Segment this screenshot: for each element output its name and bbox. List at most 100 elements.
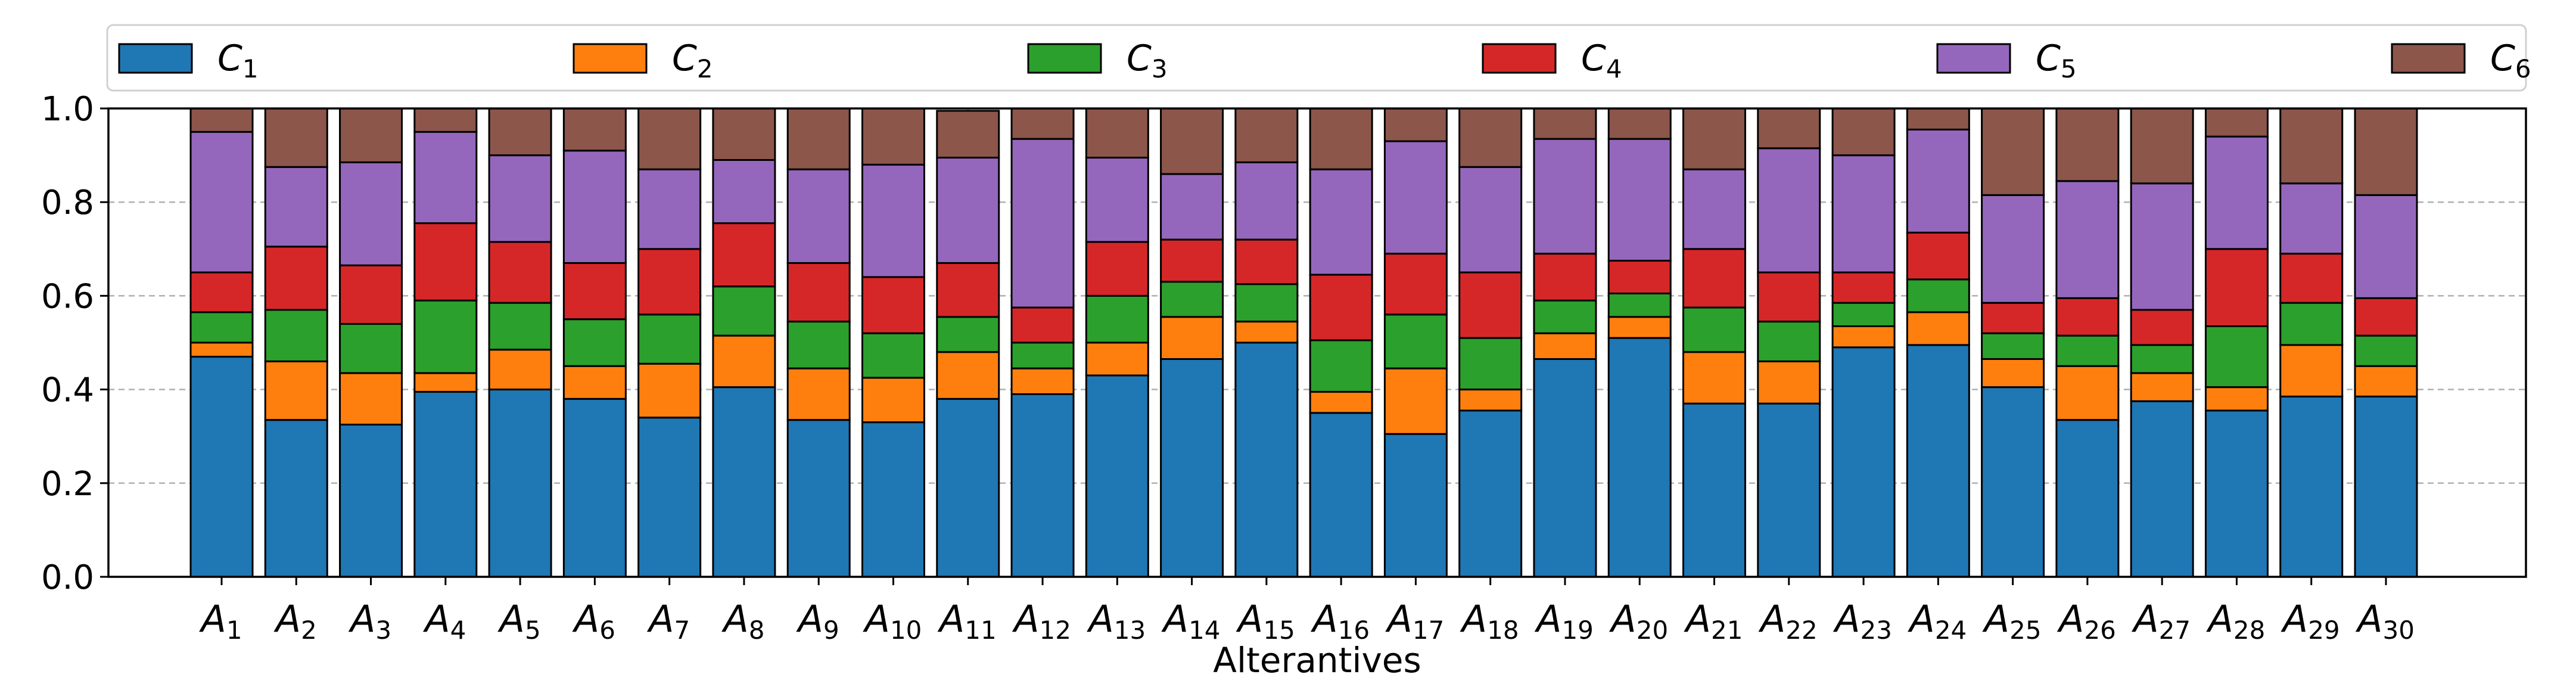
- bar-segment: [2055, 107, 2120, 182]
- bar-segment: [1906, 231, 1970, 281]
- bar-segment: [2204, 107, 2269, 138]
- legend-swatch: [2391, 43, 2466, 74]
- legend-label: C1: [217, 38, 259, 83]
- bar-segment: [2055, 365, 2120, 421]
- x-tick-label: A23: [1833, 597, 1892, 645]
- x-tick-label: A8: [721, 597, 764, 645]
- bar-segment: [1757, 402, 1821, 578]
- bar-segment: [1757, 360, 1821, 405]
- bar-segment: [2204, 325, 2269, 389]
- x-tick-label: A19: [1534, 597, 1594, 645]
- x-tick-label: A26: [2057, 597, 2116, 645]
- bar-segment: [1383, 107, 1448, 142]
- bar-segment: [786, 262, 851, 323]
- x-tick-label: A2: [273, 597, 317, 645]
- bar-segment: [2204, 409, 2269, 578]
- bar-segment: [488, 389, 552, 578]
- bar-segment: [488, 241, 552, 304]
- bar-segment: [712, 334, 776, 389]
- x-tick-label: A15: [1236, 597, 1295, 645]
- y-tick-label: 0.0: [41, 558, 94, 597]
- x-tick-label: A1: [198, 597, 242, 645]
- bar-segment: [2279, 182, 2344, 255]
- bar-segment: [488, 349, 552, 391]
- bar-segment: [1458, 337, 1523, 391]
- bar-segment: [1682, 168, 1747, 250]
- bar-segment: [936, 316, 1000, 353]
- bar-segment: [1309, 274, 1373, 341]
- bar-segment: [189, 356, 254, 578]
- x-tick-label: A13: [1086, 597, 1146, 645]
- bar-segment: [339, 372, 403, 426]
- legend-swatch: [573, 43, 648, 74]
- bar-segment: [1458, 271, 1523, 339]
- x-tick-label: A30: [2355, 597, 2415, 645]
- bar-segment: [339, 424, 403, 578]
- bar-segment: [339, 161, 403, 266]
- bar-segment: [264, 309, 328, 362]
- bar-segment: [1234, 107, 1299, 163]
- bar-segment: [1981, 386, 2045, 578]
- bar-segment: [264, 246, 328, 311]
- bar-segment: [2354, 194, 2418, 299]
- bar-segment: [413, 391, 478, 578]
- bar-segment: [1533, 107, 1597, 140]
- x-tick-label: A18: [1460, 597, 1519, 645]
- bar-segment: [936, 397, 1000, 578]
- legend-frame: [106, 24, 2527, 92]
- legend-label: C2: [672, 38, 713, 83]
- bar-segment: [562, 262, 627, 321]
- bar-segment: [1085, 294, 1149, 344]
- bar-segment: [562, 150, 627, 264]
- bar-segment: [1010, 393, 1075, 578]
- x-tick-label: A29: [2281, 597, 2340, 645]
- x-tick-label: A16: [1310, 597, 1370, 645]
- bar-segment: [786, 107, 851, 170]
- bar-segment: [786, 367, 851, 421]
- x-tick-label: A14: [1161, 597, 1221, 645]
- bar-segment: [1234, 161, 1299, 241]
- bar-segment: [861, 107, 925, 166]
- bar-segment: [1981, 302, 2045, 334]
- bar-segment: [2055, 180, 2120, 299]
- bar-segment: [1533, 332, 1597, 361]
- bar-segment: [1458, 107, 1523, 168]
- bar-segment: [1010, 367, 1075, 395]
- bar-segment: [1757, 271, 1821, 323]
- bar-segment: [637, 362, 702, 419]
- bar-segment: [488, 302, 552, 351]
- bar-segment: [2279, 253, 2344, 304]
- x-tick-label: A20: [1609, 597, 1668, 645]
- bar-segment: [1906, 128, 1970, 234]
- bar-segment: [1757, 147, 1821, 274]
- bar-segment: [1682, 402, 1747, 578]
- bar-segment: [1533, 358, 1597, 578]
- bar-segment: [936, 351, 1000, 400]
- bar-segment: [1160, 173, 1224, 241]
- x-tick-label: A7: [646, 597, 690, 645]
- y-tick-label: 1.0: [41, 90, 94, 129]
- x-tick-label: A10: [863, 597, 922, 645]
- x-tick-label: A22: [1758, 597, 1818, 645]
- x-tick-label: A6: [572, 597, 615, 645]
- bar-segment: [413, 222, 478, 302]
- bar-segment: [1160, 238, 1224, 283]
- bar-segment: [1010, 306, 1075, 344]
- bar-segment: [1160, 316, 1224, 361]
- bar-segment: [712, 222, 776, 288]
- bar-segment: [2279, 107, 2344, 185]
- bar-segment: [1458, 166, 1523, 274]
- bar-segment: [488, 154, 552, 243]
- bar-segment: [2204, 248, 2269, 327]
- bar-segment: [189, 107, 254, 133]
- bar-segment: [1458, 389, 1523, 412]
- bar-segment: [1607, 337, 1672, 578]
- bar-segment: [1981, 332, 2045, 361]
- bar-segment: [861, 377, 925, 424]
- x-tick-label: A25: [1982, 597, 2042, 645]
- bar-segment: [1085, 157, 1149, 243]
- bar-segment: [2204, 386, 2269, 412]
- bar-segment: [1533, 253, 1597, 302]
- bar-segment: [1085, 107, 1149, 159]
